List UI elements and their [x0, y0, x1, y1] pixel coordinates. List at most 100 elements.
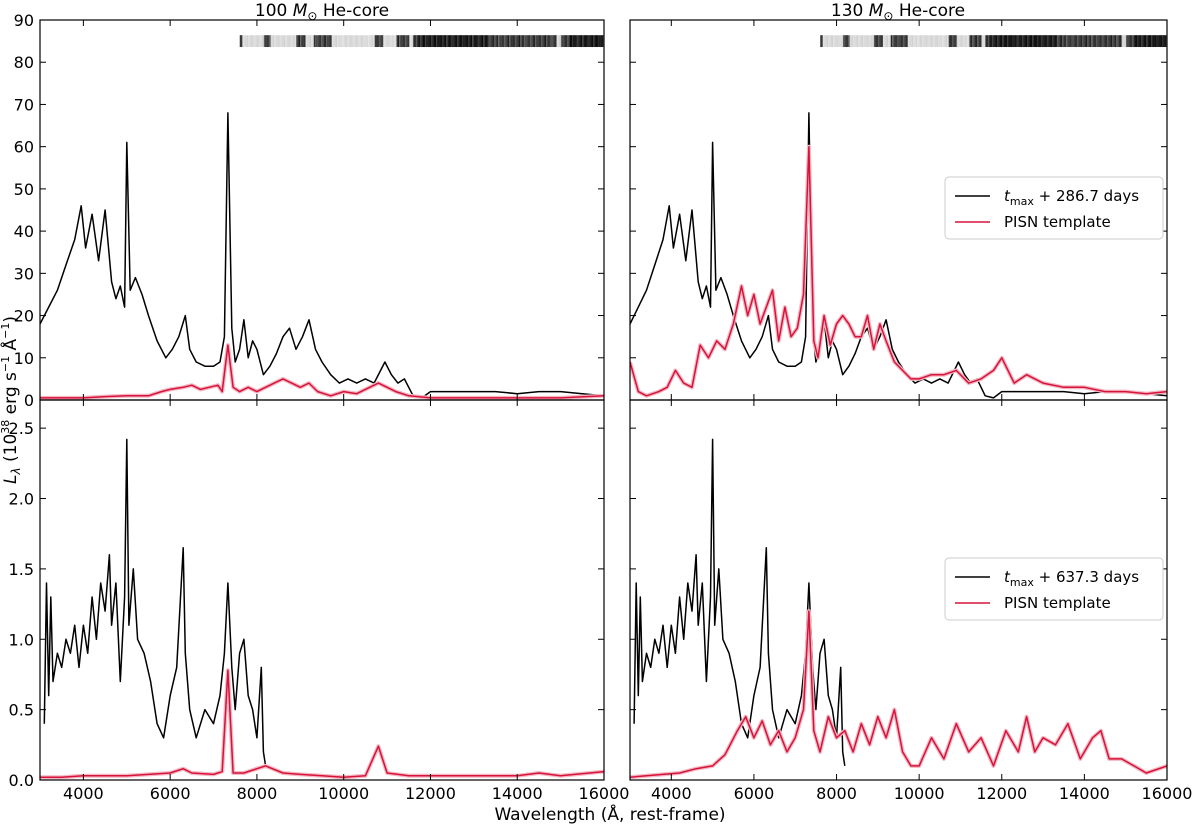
telluric-line — [1047, 35, 1049, 48]
telluric-line — [988, 35, 990, 48]
telluric-line — [1088, 35, 1090, 48]
telluric-line — [452, 35, 454, 48]
telluric-line — [517, 35, 519, 48]
telluric-line — [423, 35, 425, 48]
telluric-line — [375, 35, 377, 48]
telluric-line — [566, 35, 568, 48]
telluric-line — [543, 35, 545, 48]
telluric-line — [387, 35, 389, 48]
telluric-line — [1032, 35, 1034, 48]
telluric-line — [442, 35, 444, 48]
telluric-line — [972, 35, 974, 48]
telluric-line — [854, 35, 856, 48]
telluric-line — [384, 35, 386, 48]
telluric-line — [1117, 35, 1119, 48]
telluric-line — [417, 35, 419, 48]
telluric-line — [1075, 35, 1076, 48]
telluric-line — [909, 35, 911, 48]
telluric-line — [1156, 35, 1157, 48]
telluric-line — [1110, 35, 1112, 48]
telluric-line — [918, 35, 920, 48]
telluric-line — [299, 35, 301, 48]
telluric-line — [268, 35, 270, 48]
telluric-line — [353, 35, 355, 48]
telluric-line — [284, 35, 286, 48]
telluric-line — [1066, 35, 1068, 48]
telluric-line — [356, 35, 358, 48]
telluric-line — [835, 35, 837, 48]
telluric-line — [998, 35, 1000, 48]
telluric-line — [828, 35, 830, 48]
telluric-line — [969, 35, 971, 48]
telluric-line — [269, 35, 271, 48]
telluric-line — [405, 35, 407, 48]
telluric-line — [565, 35, 567, 48]
telluric-line — [832, 35, 834, 48]
telluric-line — [959, 35, 961, 48]
telluric-line — [249, 35, 251, 48]
telluric-line — [947, 35, 949, 48]
telluric-line — [382, 35, 384, 48]
telluric-line — [951, 35, 953, 48]
telluric-line — [916, 35, 917, 48]
telluric-line — [333, 35, 335, 48]
telluric-line — [846, 35, 848, 48]
telluric-line — [1149, 35, 1151, 48]
telluric-line — [450, 35, 452, 48]
telluric-line — [1080, 35, 1082, 48]
telluric-line — [866, 35, 868, 48]
telluric-line — [1088, 35, 1090, 48]
telluric-line — [824, 35, 825, 48]
telluric-line — [519, 35, 521, 48]
telluric-line — [421, 35, 423, 48]
telluric-line — [552, 35, 554, 48]
telluric-line — [460, 35, 462, 48]
telluric-line — [262, 35, 263, 48]
telluric-line — [931, 35, 933, 48]
telluric-line — [884, 35, 886, 48]
telluric-line — [496, 35, 498, 48]
telluric-line — [567, 35, 569, 48]
telluric-line — [1150, 35, 1152, 48]
telluric-line — [1165, 35, 1167, 48]
telluric-line — [482, 35, 484, 48]
telluric-line — [1046, 35, 1048, 48]
telluric-line — [1141, 35, 1143, 48]
x-tick-label: 8000 — [237, 784, 278, 803]
axes-frame — [39, 19, 605, 401]
telluric-line — [464, 35, 466, 48]
telluric-line — [1129, 35, 1131, 48]
telluric-line — [1016, 35, 1018, 48]
telluric-line — [403, 35, 405, 48]
telluric-line — [269, 35, 271, 48]
telluric-line — [508, 35, 510, 48]
telluric-line — [390, 35, 392, 48]
telluric-line — [953, 35, 954, 48]
y-tick-label: 2.0 — [9, 490, 34, 509]
telluric-line — [1161, 35, 1163, 48]
telluric-line — [361, 35, 363, 48]
telluric-line — [1132, 35, 1134, 48]
telluric-line — [468, 35, 470, 48]
telluric-line — [429, 35, 431, 48]
telluric-line — [1007, 35, 1009, 48]
telluric-line — [1055, 35, 1057, 48]
telluric-line — [1091, 35, 1093, 48]
telluric-line — [880, 35, 882, 48]
telluric-line — [1032, 35, 1034, 48]
telluric-line — [379, 35, 381, 48]
telluric-line — [266, 35, 268, 48]
telluric-line — [389, 35, 391, 48]
telluric-line — [393, 35, 395, 48]
telluric-line — [315, 35, 317, 48]
telluric-line — [456, 35, 458, 48]
telluric-line — [580, 35, 582, 48]
observed-series-line — [630, 112, 1167, 399]
telluric-line — [355, 35, 357, 48]
telluric-line — [952, 35, 954, 48]
telluric-line — [896, 35, 898, 48]
telluric-line — [412, 35, 414, 48]
telluric-line — [447, 35, 449, 48]
telluric-line — [1026, 35, 1028, 48]
telluric-line — [561, 35, 563, 48]
